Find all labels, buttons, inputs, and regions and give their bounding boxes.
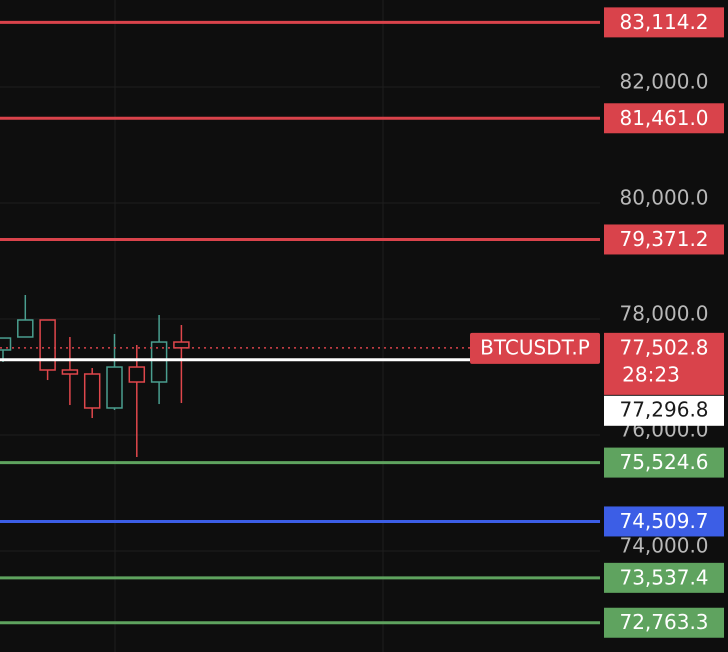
last-price-label: 77,502.8: [619, 335, 708, 359]
level-label-box: [604, 103, 724, 134]
y-tick-label: 80,000.0: [619, 186, 708, 210]
level-label: 74,509.7: [619, 509, 708, 533]
level-label-box: [604, 607, 724, 638]
symbol-label: BTCUSDT.P: [480, 335, 590, 359]
candle-body: [106, 366, 123, 409]
level-label-box: [604, 562, 724, 593]
candle-body: [150, 341, 168, 383]
level-label: 72,763.3: [619, 610, 708, 634]
level-label: 81,461.0: [619, 106, 708, 130]
marker-label: 77,296.8: [619, 397, 708, 421]
level-label: 75,524.6: [619, 450, 708, 474]
y-tick-label: 78,000.0: [619, 302, 708, 326]
candle-body: [61, 369, 79, 375]
candle-body: [173, 341, 190, 349]
level-label: 73,537.4: [619, 565, 708, 589]
candle-body: [128, 366, 146, 383]
candle-body: [83, 373, 101, 409]
level-label-box: [604, 506, 724, 537]
level-label: 79,371.2: [619, 227, 708, 251]
candle-body: [39, 319, 56, 371]
level-label-box: [604, 224, 724, 255]
last-price-box: [604, 332, 724, 395]
y-tick-label: 74,000.0: [619, 534, 708, 558]
y-tick-label: 82,000.0: [619, 70, 708, 94]
candle-body: [17, 319, 34, 338]
marker-label-box: [604, 395, 724, 426]
level-label: 83,114.2: [619, 10, 708, 34]
countdown: 28:23: [622, 362, 680, 386]
level-label-box: [604, 447, 724, 478]
candle-body: [0, 337, 12, 351]
level-label-box: [604, 7, 724, 38]
symbol-box: [470, 332, 600, 364]
